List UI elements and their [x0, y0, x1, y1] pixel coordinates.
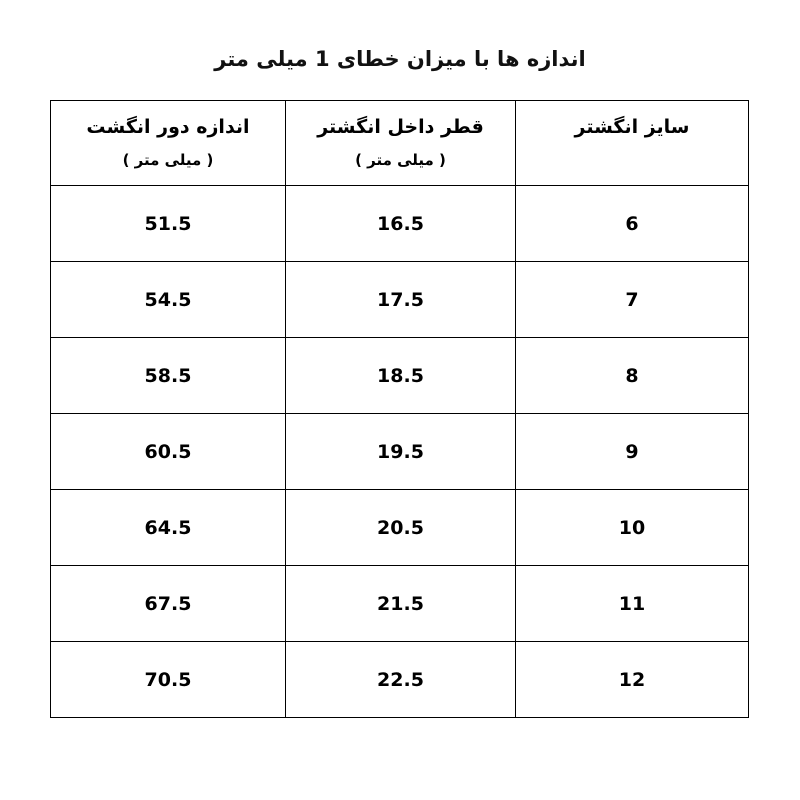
cell-inner-diameter: 21.5: [285, 565, 516, 642]
cell-circumference: 58.5: [50, 337, 286, 414]
table-row: 9 19.5 60.5: [50, 413, 749, 490]
ring-size-table: سایز انگشتر قطر داخل انگشتر ( میلی متر )…: [50, 100, 749, 718]
header-ring-size-label: سایز انگشتر: [574, 116, 690, 138]
cell-inner-diameter: 18.5: [285, 337, 516, 414]
header-row: سایز انگشتر قطر داخل انگشتر ( میلی متر )…: [50, 100, 749, 186]
table-row: 12 22.5 70.5: [50, 641, 749, 718]
cell-size: 7: [515, 261, 749, 338]
cell-inner-diameter: 20.5: [285, 489, 516, 566]
cell-circumference: 64.5: [50, 489, 286, 566]
cell-circumference: 60.5: [50, 413, 286, 490]
header-inner-diameter: قطر داخل انگشتر ( میلی متر ): [285, 100, 516, 186]
header-inner-diameter-unit: ( میلی متر ): [355, 151, 446, 169]
table-row: 10 20.5 64.5: [50, 489, 749, 566]
cell-circumference: 54.5: [50, 261, 286, 338]
table-row: 7 17.5 54.5: [50, 261, 749, 338]
cell-circumference: 67.5: [50, 565, 286, 642]
header-ring-size: سایز انگشتر: [515, 100, 749, 186]
cell-inner-diameter: 16.5: [285, 185, 516, 262]
table-row: 6 16.5 51.5: [50, 185, 749, 262]
cell-size: 8: [515, 337, 749, 414]
header-circumference-label: اندازه دور انگشت: [86, 116, 250, 138]
table-row: 8 18.5 58.5: [50, 337, 749, 414]
cell-size: 10: [515, 489, 749, 566]
cell-inner-diameter: 22.5: [285, 641, 516, 718]
header-inner-diameter-label: قطر داخل انگشتر: [317, 116, 484, 138]
cell-circumference: 70.5: [50, 641, 286, 718]
page-title: اندازه ها با میزان خطای 1 میلی متر: [214, 47, 586, 71]
cell-size: 6: [515, 185, 749, 262]
header-circumference: اندازه دور انگشت ( میلی متر ): [50, 100, 286, 186]
cell-inner-diameter: 19.5: [285, 413, 516, 490]
cell-size: 12: [515, 641, 749, 718]
table-row: 11 21.5 67.5: [50, 565, 749, 642]
cell-size: 11: [515, 565, 749, 642]
cell-size: 9: [515, 413, 749, 490]
cell-circumference: 51.5: [50, 185, 286, 262]
cell-inner-diameter: 17.5: [285, 261, 516, 338]
header-circumference-unit: ( میلی متر ): [122, 151, 214, 169]
